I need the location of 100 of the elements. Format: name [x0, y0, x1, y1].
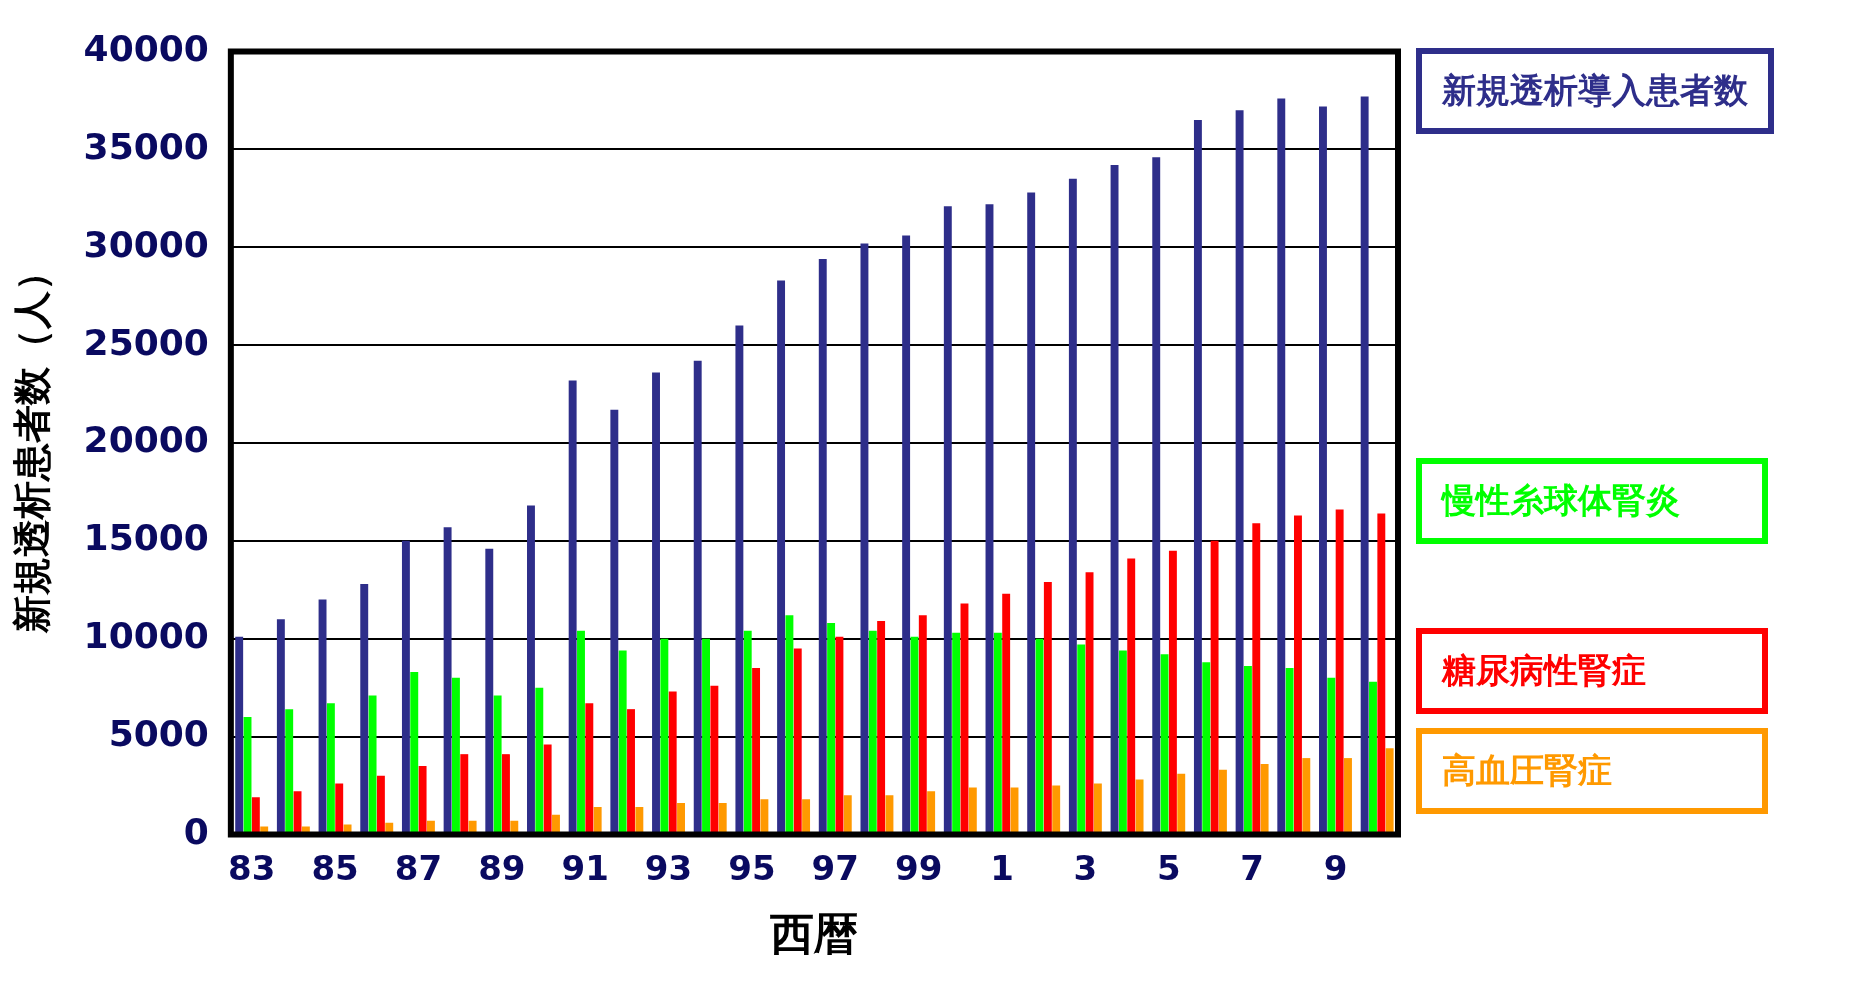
bar: [1260, 763, 1269, 834]
bar: [376, 775, 385, 834]
bar: [493, 695, 502, 834]
bar: [618, 650, 627, 834]
bar: [627, 709, 635, 834]
bar: [702, 638, 710, 834]
bar: [1369, 681, 1377, 834]
bar: [635, 807, 644, 834]
bar: [276, 619, 285, 834]
bar: [1027, 192, 1036, 834]
bar: [418, 765, 427, 834]
bar: [802, 799, 811, 834]
bar: [652, 372, 660, 834]
x-tick-label: 93: [644, 847, 693, 888]
bar: [335, 783, 344, 834]
bar: [752, 668, 761, 834]
bar: [1377, 513, 1386, 834]
bar: [868, 630, 877, 834]
bar: [577, 630, 585, 834]
bar: [535, 687, 544, 834]
bar: [1335, 509, 1344, 834]
bar: [1093, 783, 1102, 834]
x-tick-label: 99: [894, 847, 943, 888]
bar: [502, 754, 510, 834]
bar: [1385, 748, 1394, 834]
bar: [885, 795, 894, 834]
bar: [793, 648, 802, 834]
text: 新規透析導入患者数: [1416, 48, 1774, 134]
bar: [543, 744, 552, 834]
x-tick-label: 83: [228, 847, 276, 888]
bar: [827, 623, 836, 834]
x-tick-label: 89: [478, 847, 526, 888]
bar: [1235, 110, 1244, 834]
bar: [1327, 677, 1336, 834]
bar: [860, 243, 869, 834]
bar: [1202, 662, 1211, 834]
x-tick-label: 85: [311, 847, 359, 888]
y-tick-label: 15000: [83, 517, 209, 559]
bar: [1110, 165, 1119, 834]
bar: [1002, 593, 1011, 834]
bar: [1118, 650, 1127, 834]
x-tick-label: 91: [561, 847, 609, 888]
bar: [1160, 654, 1169, 834]
bar: [1168, 550, 1177, 834]
bar: [1210, 540, 1219, 834]
y-tick-label: 35000: [83, 125, 209, 167]
bar: [1127, 558, 1136, 834]
y-axis-title: 新規透析患者数（人）: [9, 253, 54, 634]
bar: [743, 630, 752, 834]
bar: [585, 703, 594, 834]
bar: [1152, 157, 1161, 834]
x-tick-label: 3: [1073, 847, 1098, 888]
bar: [443, 527, 452, 834]
bar: [877, 621, 886, 834]
bar: [1218, 769, 1227, 834]
bar: [326, 703, 335, 834]
bar: [318, 599, 327, 834]
text: 慢性糸球体腎炎: [1416, 458, 1768, 544]
y-tick-label: 10000: [83, 615, 209, 657]
bar: [835, 636, 844, 834]
bar: [1277, 98, 1286, 834]
bar: [360, 583, 369, 834]
bar: [710, 685, 719, 834]
bar: [818, 259, 827, 834]
x-tick-label: 95: [728, 847, 776, 888]
bar: [485, 548, 494, 834]
bar: [401, 540, 410, 834]
bar: [1177, 773, 1186, 834]
y-tick-label: 0: [183, 810, 209, 852]
bar: [693, 360, 702, 834]
series-label: 高血圧腎症: [1416, 728, 1768, 814]
bar: [993, 632, 1002, 834]
bar: [368, 695, 377, 834]
bar: [568, 380, 577, 834]
x-tick-label: 7: [1240, 847, 1264, 888]
bar: [527, 505, 535, 834]
bar: [1360, 96, 1369, 834]
bar: [777, 280, 786, 834]
x-tick-label: 87: [394, 847, 443, 888]
bar: [1193, 120, 1202, 834]
bar: [1344, 758, 1352, 834]
x-axis-title: 西暦: [769, 908, 859, 960]
bar: [1294, 515, 1302, 834]
bar: [677, 803, 685, 834]
bar: [902, 235, 911, 834]
y-tick-label: 20000: [83, 419, 209, 461]
bar: [235, 636, 244, 834]
bar: [1243, 666, 1252, 834]
y-tick-label: 5000: [108, 712, 209, 754]
bar: [735, 325, 744, 834]
bar: [760, 799, 769, 834]
bar: [843, 795, 852, 834]
bar: [1302, 758, 1311, 834]
bar: [1052, 785, 1061, 834]
bar: [610, 409, 619, 834]
bar: [785, 615, 794, 834]
bar: [943, 206, 952, 834]
bar: [285, 709, 294, 834]
bar: [410, 671, 419, 834]
y-tick-label: 30000: [83, 223, 209, 265]
